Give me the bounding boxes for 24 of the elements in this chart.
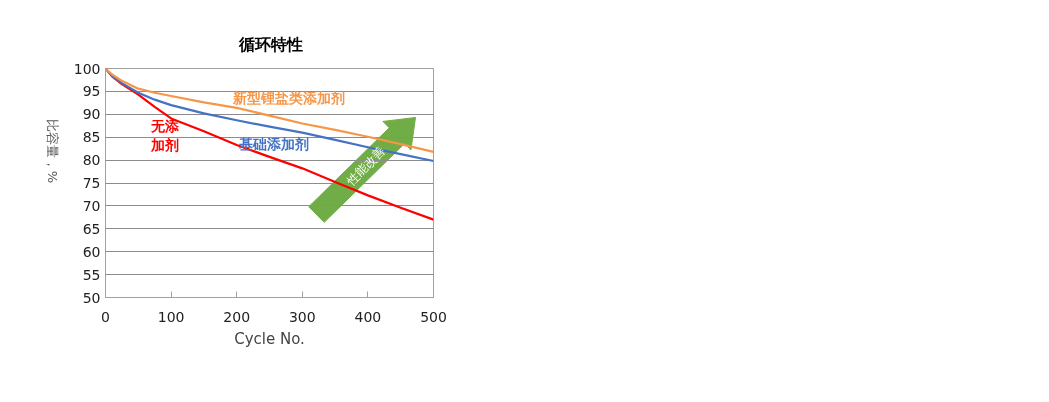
x-tick-label: 500 (420, 308, 447, 325)
y-tick-label: 50 (82, 289, 101, 306)
y-tick-label: 75 (82, 175, 101, 191)
series-label: 无添加剂 (149, 118, 179, 153)
y-tick-label: 90 (82, 106, 101, 123)
y-tick-label: 80 (82, 152, 101, 169)
x-axis-title: Cycle No. (234, 329, 305, 348)
x-tick-label: 100 (157, 308, 185, 325)
y-tick-label: 70 (82, 197, 101, 214)
y-tick-label: 55 (82, 266, 101, 283)
x-tick-label: 300 (288, 308, 316, 325)
x-tick-label: 400 (354, 308, 382, 325)
y-tick-label: 60 (82, 243, 101, 260)
series-label: 基础添加剂 (237, 135, 309, 152)
y-tick-label: 95 (82, 83, 101, 100)
y-tick-label: 85 (82, 129, 101, 146)
chart-title: 循环特性 (237, 35, 303, 54)
annotation: 性能改善 (343, 144, 389, 189)
y-tick-label: 100 (73, 60, 101, 77)
series-label: 新型锂盐类添加剂 (231, 89, 345, 106)
y-axis-title: 比容量，% (45, 118, 61, 184)
x-tick-label: 200 (223, 308, 251, 325)
y-tick-label: 65 (82, 220, 101, 237)
x-tick-label: 0 (101, 308, 110, 325)
